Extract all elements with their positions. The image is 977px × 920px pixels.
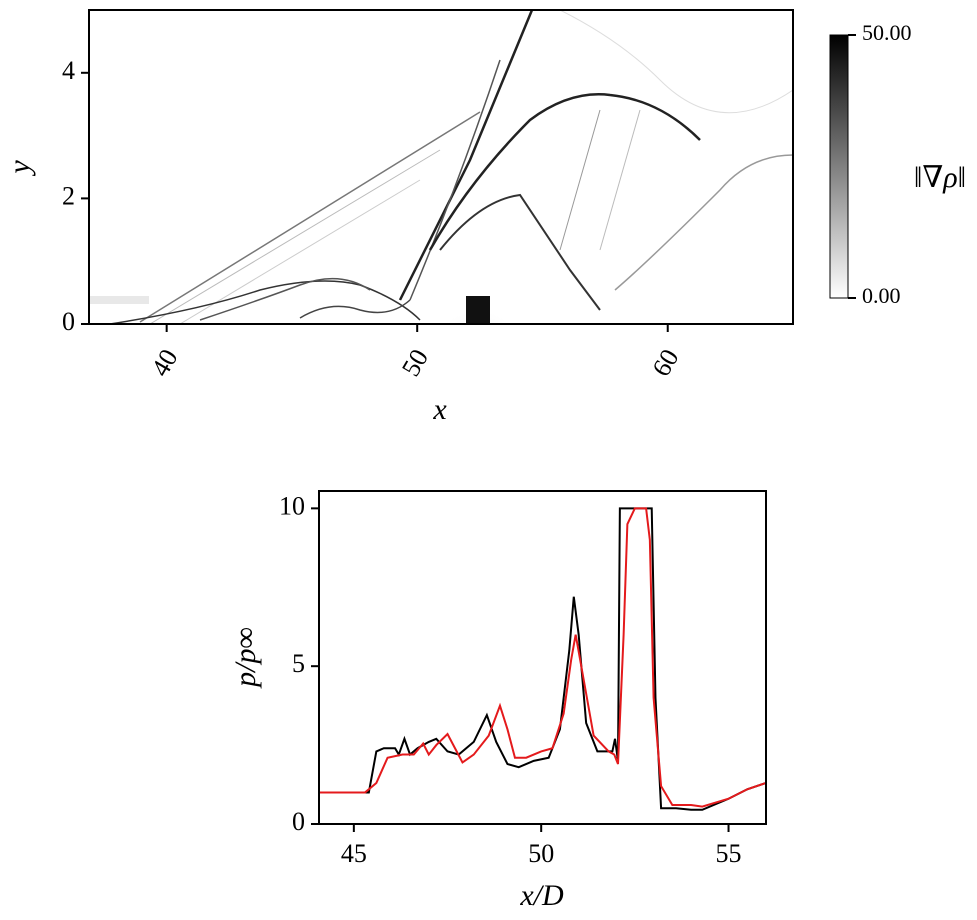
y-tick-label: 10 <box>279 491 305 520</box>
x-axis-label: x/D <box>519 879 564 912</box>
series-line <box>319 507 767 808</box>
x-tick-label: 40 <box>145 344 183 381</box>
x-tick-label: 55 <box>716 839 742 868</box>
colorbar-tick-label: 0.00 <box>862 283 901 308</box>
schlieren-field <box>89 10 793 324</box>
plot-frame <box>88 9 794 325</box>
y-tick-label: 4 <box>62 56 75 85</box>
x-tick-label: 45 <box>341 839 367 868</box>
colorbar-tick-label: 50.00 <box>862 20 912 45</box>
y-tick-label: 2 <box>62 181 75 210</box>
x-tick-label: 50 <box>396 344 434 381</box>
x-axis-label: x <box>432 393 447 426</box>
y-axis-label: p/p∞ <box>229 627 262 689</box>
plot-frame <box>318 490 767 825</box>
y-axis-label: y <box>3 160 36 177</box>
y-tick-label: 0 <box>292 807 305 836</box>
x-tick-label: 50 <box>528 839 554 868</box>
y-tick-label: 5 <box>292 649 305 678</box>
series-line <box>319 507 767 811</box>
colorbar <box>829 34 849 299</box>
y-tick-label: 0 <box>62 307 75 336</box>
colorbar-label: ‖∇ρ‖ <box>914 161 966 194</box>
x-tick-label: 60 <box>646 344 684 381</box>
